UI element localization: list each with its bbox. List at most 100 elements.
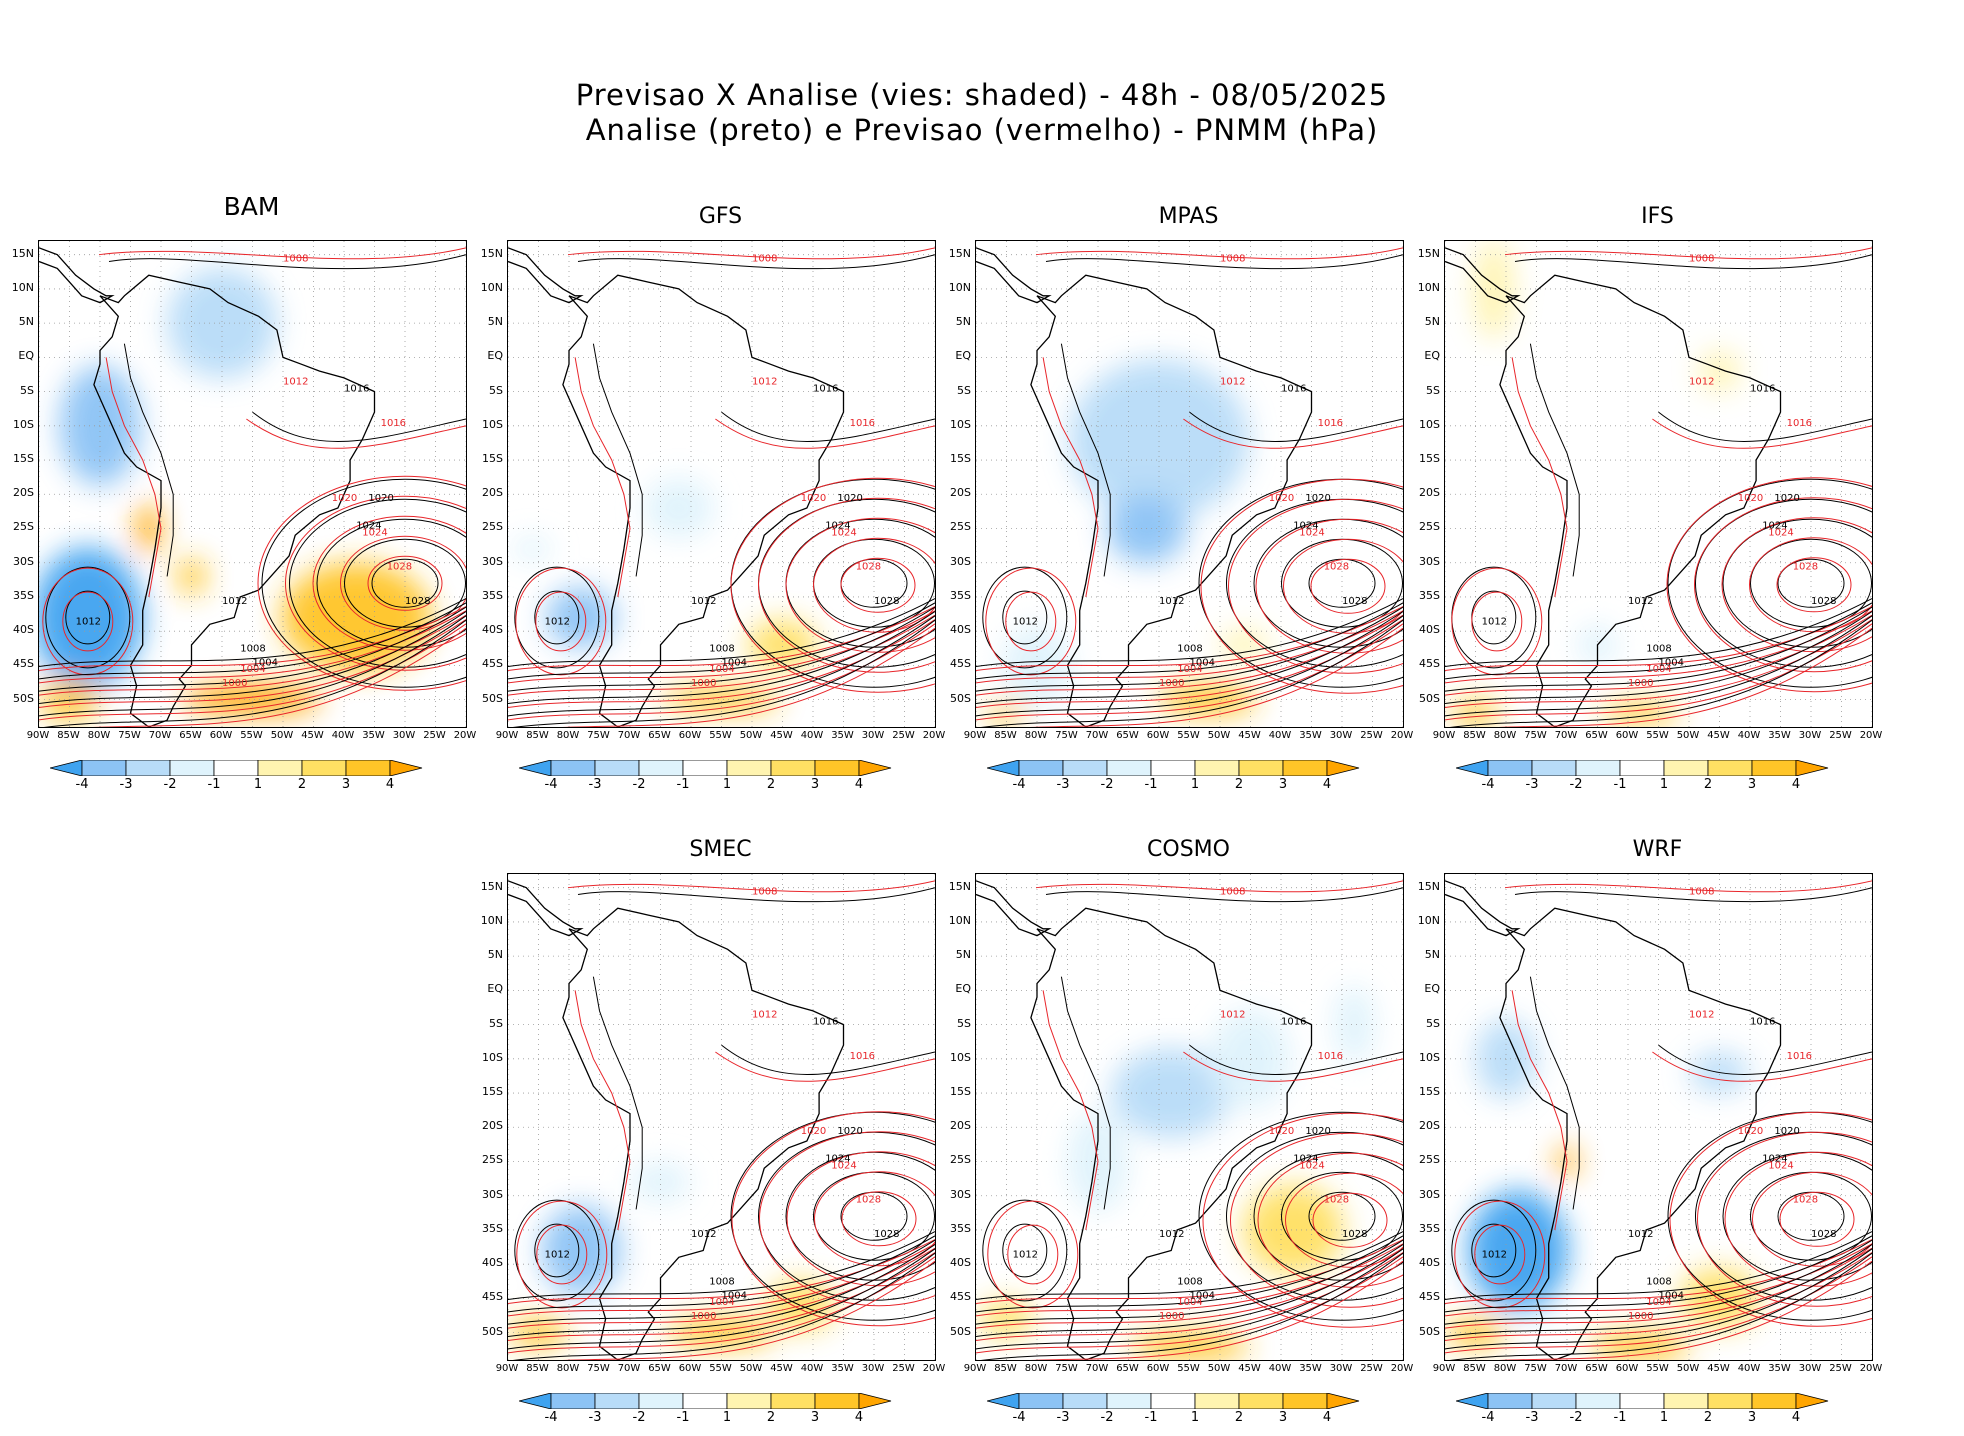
lon-tick-label: 40W <box>1268 1363 1292 1374</box>
lat-tick-label: 5N <box>487 948 503 962</box>
lon-tick-label: 35W <box>1768 730 1791 741</box>
isobar-label: 1028 <box>856 562 881 573</box>
colorbar-tick-label: -1 <box>1613 777 1627 792</box>
lon-tick-label: 60W <box>1146 730 1170 741</box>
lon-tick-label: 70W <box>617 1363 641 1374</box>
lon-tick-label: 35W <box>831 1363 854 1374</box>
south-america-coastline <box>1030 274 1313 727</box>
isobar-label: 1028 <box>1342 1229 1367 1240</box>
isobar-label: 1004 <box>1646 1297 1671 1308</box>
isobar-label: 1004 <box>253 657 278 668</box>
lat-tick-label: 10N <box>1417 913 1440 927</box>
panel-title: MPAS <box>1158 204 1219 229</box>
lat-tick-label: 10S <box>950 1050 971 1064</box>
lon-tick-label: 90W <box>26 730 50 741</box>
isobar-label: 1008 <box>752 887 777 898</box>
lon-tick-label: 70W <box>1085 730 1109 741</box>
colorbar-bin <box>1062 759 1108 777</box>
lat-tick-label: 20S <box>950 486 971 500</box>
isobar-label: 1004 <box>1190 1290 1215 1301</box>
colorbar-tick-label: -1 <box>1613 1410 1627 1425</box>
south-america-coastline <box>562 907 845 1360</box>
map-panel: 1024 1024 1028 1028 1020 1016 1016 1012 1012 1008… <box>507 240 936 728</box>
colorbar-tick-label: 4 <box>1322 777 1332 792</box>
lon-tick-label: 20W <box>1390 730 1414 741</box>
lon-tick-label: 70W <box>617 730 641 741</box>
lon-tick-label: 20W <box>453 730 477 741</box>
colorbar-bin <box>1018 759 1064 777</box>
isobar-label: 1016 <box>1787 418 1812 429</box>
lon-tick-label: 70W <box>1554 1363 1578 1374</box>
colorbar-tick-label: 3 <box>810 1410 820 1425</box>
isobar-label: 1016 <box>850 418 875 429</box>
lat-tick-label: 15N <box>11 246 34 260</box>
lon-tick-label: 65W <box>1585 730 1608 741</box>
lat-tick-label: 35S <box>950 588 971 602</box>
colorbar: -4 -3 -2 -1 1 2 3 4 <box>1455 759 1876 800</box>
lat-tick-label: 15N <box>480 246 503 260</box>
colorbar-tick-label: -3 <box>119 777 133 792</box>
colorbar: -4 -3 -2 -1 1 2 3 4 <box>1455 1392 1876 1433</box>
colorbar-tick-label: 3 <box>341 777 351 792</box>
isobar-label: 1024 <box>831 527 856 538</box>
colorbar-tick-label: -3 <box>1056 1410 1070 1425</box>
isobar-label: 1008 <box>752 254 777 265</box>
lat-tick-label: EQ <box>1424 349 1440 363</box>
lat-tick-label: 40S <box>1419 623 1440 637</box>
isobar-label: 1008 <box>709 1277 734 1288</box>
lat-tick-label: 10S <box>1419 1050 1440 1064</box>
central-america-coastline <box>39 247 115 304</box>
lat-tick-label: 5S <box>20 383 34 397</box>
colorbar-tick-label: 4 <box>1791 1410 1801 1425</box>
colorbar-bin <box>770 759 816 777</box>
bias-area <box>1450 701 1501 726</box>
isobar-label: 1012 <box>1013 616 1038 627</box>
bias-area <box>1476 1018 1536 1099</box>
lon-tick-label: 45W <box>301 730 324 741</box>
lon-tick-label: 50W <box>1676 1363 1700 1374</box>
lon-tick-label: 20W <box>1859 730 1883 741</box>
colorbar-bin <box>814 1392 860 1410</box>
isobar-label: 1016 <box>1750 1017 1775 1028</box>
lon-tick-label: 90W <box>495 1363 519 1374</box>
isobar-label: 1012 <box>1689 377 1714 388</box>
colorbar-tick-label: 2 <box>1703 777 1713 792</box>
colorbar-tick-label: 3 <box>1747 1410 1757 1425</box>
isobar-label: 1028 <box>856 1195 881 1206</box>
isobar-label: 1004 <box>1646 664 1671 675</box>
lat-tick-label: 25S <box>1419 1153 1440 1167</box>
lat-tick-label: 5N <box>955 948 971 962</box>
lat-tick-label: 10S <box>1419 417 1440 431</box>
lon-tick-label: 75W <box>587 730 610 741</box>
isobar-label: 1016 <box>1281 384 1306 395</box>
lat-tick-label: 45S <box>950 1290 971 1304</box>
isobar-label: 1012 <box>545 1249 570 1260</box>
lat-tick-label: 30S <box>482 554 503 568</box>
figure-title-line-1: Previsao X Analise (vies: shaded) - 48h … <box>575 78 1389 112</box>
colorbar-bin <box>726 1392 772 1410</box>
lon-tick-label: 60W <box>1146 1363 1170 1374</box>
colorbar-bin <box>638 1392 684 1410</box>
isobar-label: 1012 <box>1482 616 1507 627</box>
colorbar-bin <box>1282 1392 1328 1410</box>
colorbar-bin <box>1282 759 1328 777</box>
lon-tick-label: 80W <box>87 730 111 741</box>
colorbar-tick-label: 4 <box>385 777 395 792</box>
colorbar-bin <box>770 1392 816 1410</box>
bias-area <box>136 503 161 554</box>
lat-tick-label: 50S <box>1419 1324 1440 1338</box>
colorbar-tick-label: 3 <box>810 777 820 792</box>
lon-tick-label: 45W <box>770 1363 793 1374</box>
colorbar-tick-label: -2 <box>632 777 646 792</box>
isobar-label: 1004 <box>722 657 747 668</box>
lon-tick-label: 55W <box>240 730 263 741</box>
isobar-label: 1004 <box>240 664 265 675</box>
colorbar-tick-label: -4 <box>1012 1410 1026 1425</box>
graticule <box>1445 241 1872 727</box>
bias-area <box>1590 1332 1691 1360</box>
lon-tick-label: 35W <box>831 730 854 741</box>
colorbar-bin <box>1707 759 1753 777</box>
colorbar-bin <box>1575 759 1621 777</box>
lon-tick-label: 65W <box>648 1363 671 1374</box>
